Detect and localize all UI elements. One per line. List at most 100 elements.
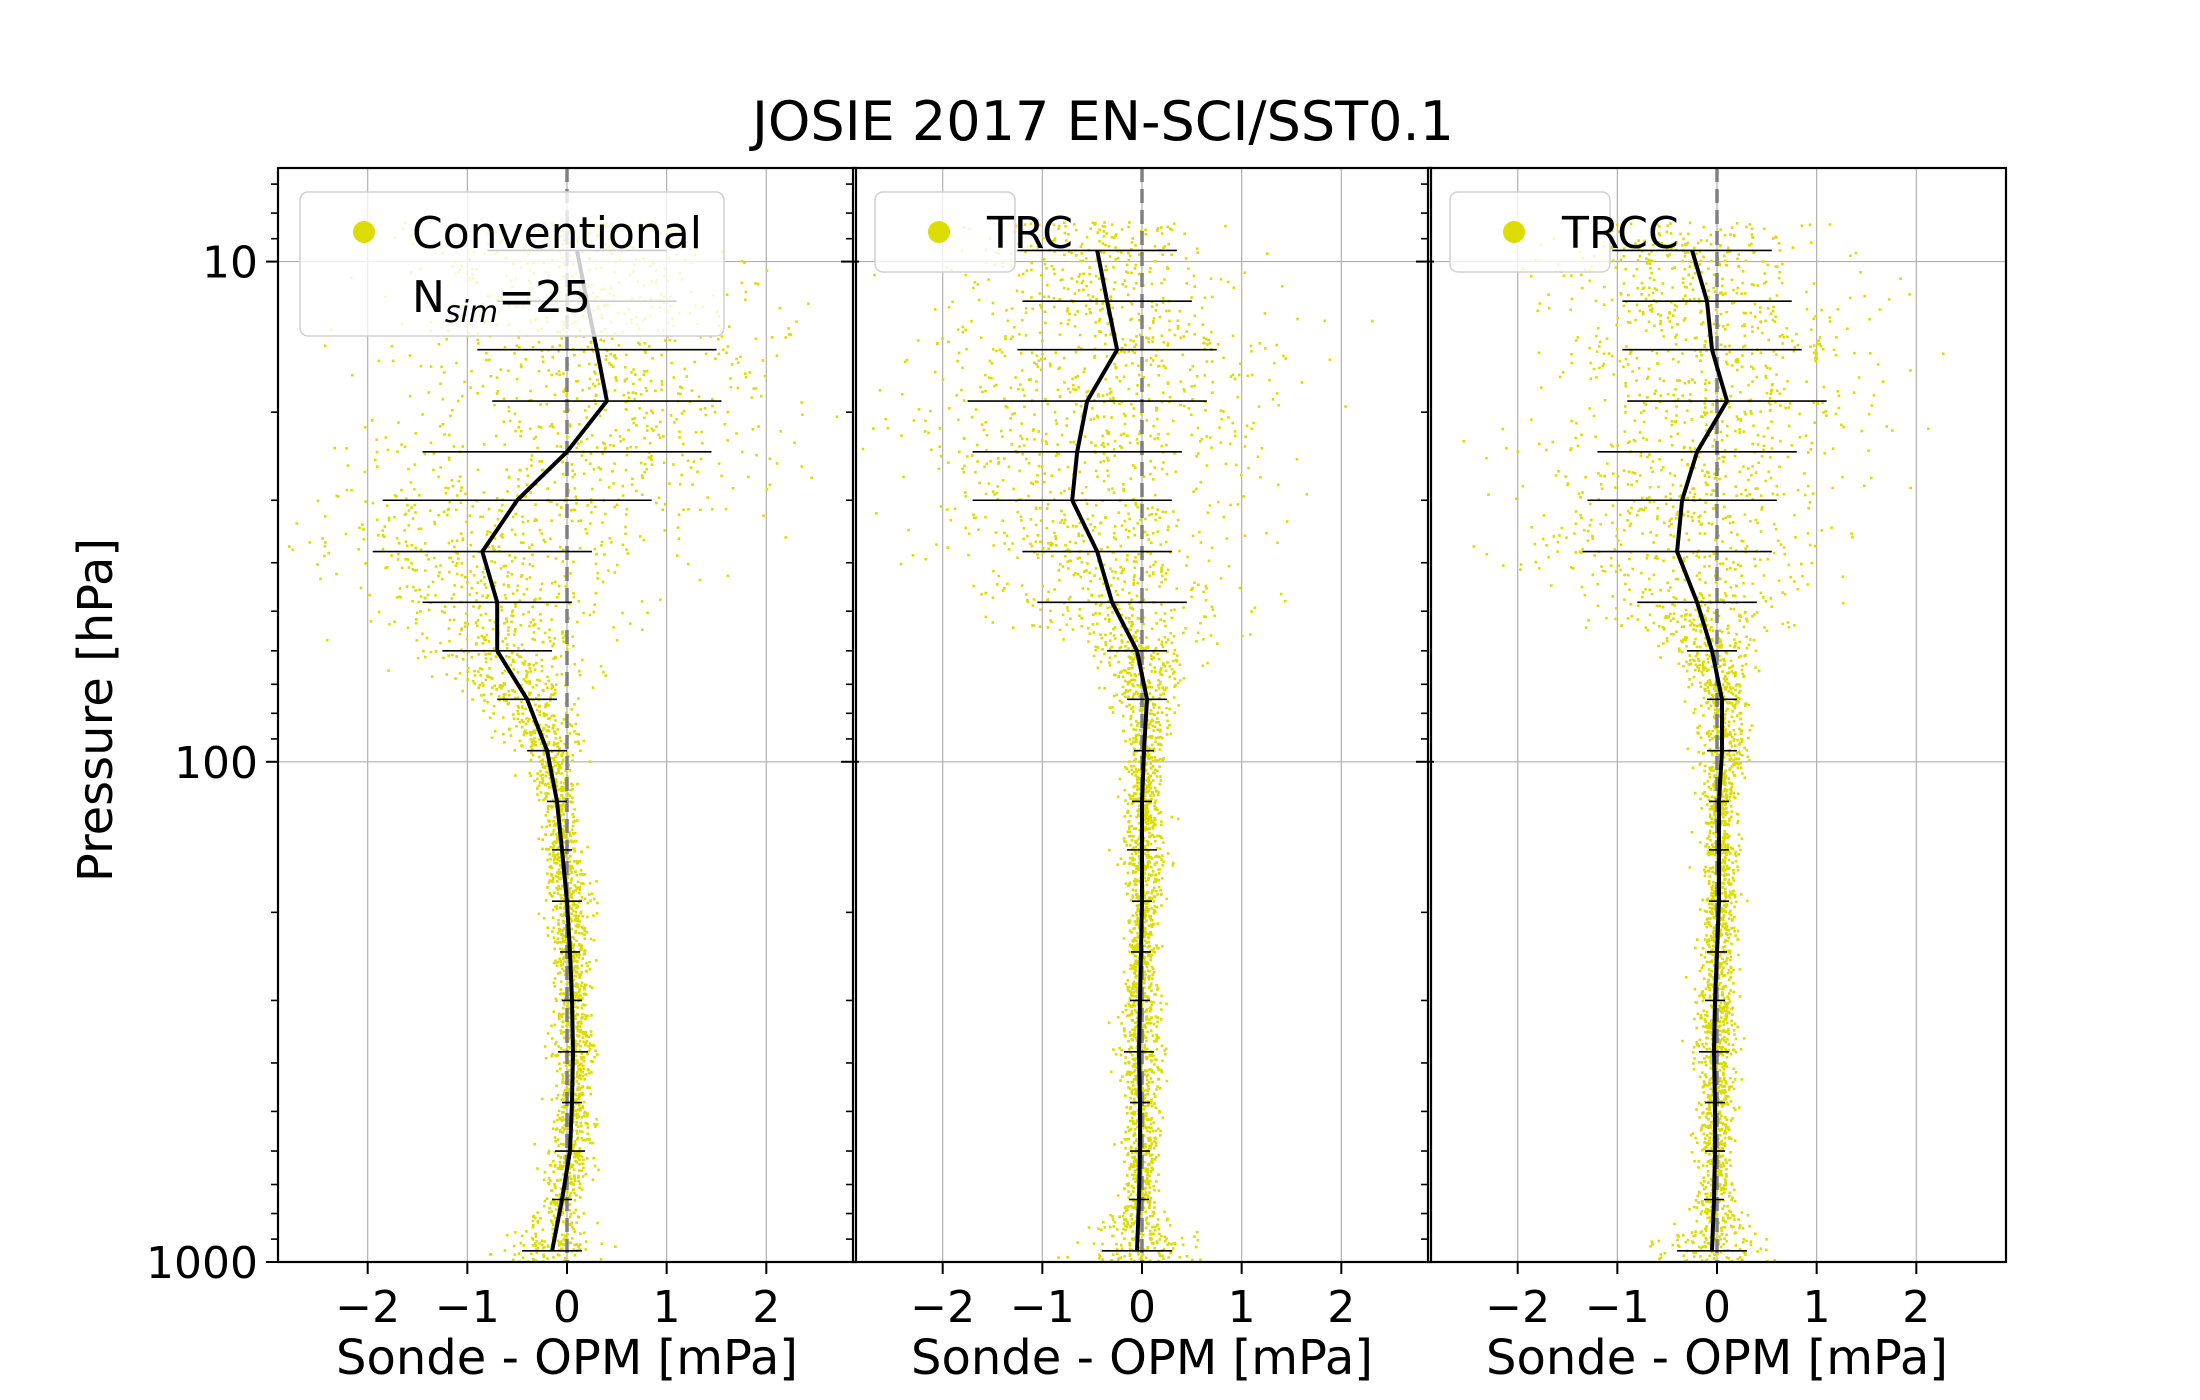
data-point: [1208, 436, 1212, 439]
data-point: [568, 1175, 571, 1178]
data-point: [558, 877, 562, 880]
data-point: [1064, 224, 1067, 228]
data-point: [563, 911, 567, 914]
data-point: [612, 444, 615, 448]
data-point: [548, 500, 551, 503]
data-point: [578, 1147, 582, 1150]
data-point: [344, 532, 348, 536]
data-point: [583, 897, 587, 901]
data-point: [547, 679, 550, 683]
data-point: [1133, 1113, 1136, 1116]
data-point: [645, 411, 648, 415]
data-point: [581, 1106, 585, 1110]
data-point: [1296, 317, 1299, 321]
data-point: [1024, 307, 1028, 310]
data-point: [577, 599, 581, 603]
data-point: [1138, 781, 1141, 785]
data-point: [575, 970, 579, 974]
data-point: [1153, 1063, 1156, 1066]
data-point: [594, 1125, 597, 1128]
data-point: [1134, 1021, 1137, 1025]
data-point: [316, 563, 319, 566]
data-point: [577, 1179, 580, 1183]
data-point: [541, 758, 545, 762]
data-point: [421, 632, 424, 636]
data-point: [1158, 315, 1162, 319]
data-point: [596, 577, 599, 580]
data-point: [1166, 344, 1170, 347]
data-point: [556, 1113, 560, 1117]
data-point: [1057, 1256, 1060, 1259]
data-point: [445, 337, 448, 341]
data-point: [1160, 904, 1163, 907]
data-point: [576, 1154, 579, 1158]
data-point: [465, 612, 468, 615]
data-point: [1098, 277, 1101, 281]
data-point: [1149, 1122, 1153, 1126]
data-point: [609, 352, 613, 356]
data-point: [559, 960, 563, 964]
data-point: [573, 353, 576, 357]
data-point: [578, 1039, 582, 1043]
data-point: [568, 906, 571, 909]
data-point: [1132, 980, 1136, 984]
data-point: [582, 739, 586, 743]
data-point: [564, 1125, 568, 1129]
data-point: [706, 496, 710, 499]
data-point: [551, 908, 555, 912]
data-point: [1158, 585, 1161, 588]
data-point: [542, 538, 546, 542]
data-point: [493, 403, 496, 407]
data-point: [443, 433, 446, 436]
data-point: [587, 1050, 590, 1053]
data-point: [574, 1159, 577, 1163]
data-point: [582, 1115, 586, 1118]
data-point: [567, 1115, 571, 1118]
data-point: [941, 337, 944, 340]
data-point: [1125, 844, 1129, 847]
data-point: [1004, 405, 1008, 408]
data-point: [1203, 374, 1207, 377]
data-point: [580, 1116, 584, 1119]
data-point: [1160, 643, 1164, 646]
data-point: [1144, 1010, 1147, 1014]
data-point: [556, 742, 560, 745]
data-point: [570, 708, 573, 711]
data-point: [570, 828, 574, 832]
data-point: [1150, 1142, 1153, 1145]
data-point: [1170, 667, 1174, 671]
data-point: [1086, 562, 1089, 565]
data-point: [559, 928, 562, 931]
data-point: [580, 984, 583, 987]
data-point: [1283, 599, 1287, 603]
data-point: [364, 562, 367, 565]
data-point: [542, 1253, 545, 1257]
data-point: [1165, 897, 1169, 901]
data-point: [1147, 726, 1151, 729]
data-point: [1219, 441, 1223, 444]
data-point: [1132, 764, 1136, 768]
data-point: [575, 502, 578, 505]
data-point: [1121, 283, 1125, 286]
data-point: [600, 540, 604, 544]
data-point: [1077, 386, 1081, 389]
data-point: [563, 574, 567, 578]
data-point: [579, 1020, 583, 1024]
data-point: [448, 618, 452, 622]
data-point: [1027, 461, 1031, 465]
data-point: [536, 1219, 539, 1223]
data-point: [563, 1256, 567, 1260]
data-point: [1132, 1078, 1136, 1081]
data-point: [1129, 1127, 1133, 1131]
data-point: [557, 1014, 561, 1018]
data-point: [1164, 641, 1168, 644]
data-point: [997, 461, 1001, 464]
data-point: [515, 397, 519, 400]
data-point: [459, 501, 463, 505]
data-point: [1159, 1001, 1162, 1005]
data-point: [529, 389, 532, 393]
data-point: [678, 483, 682, 486]
data-point: [569, 1165, 573, 1169]
data-point: [681, 453, 684, 457]
data-point: [537, 912, 541, 916]
